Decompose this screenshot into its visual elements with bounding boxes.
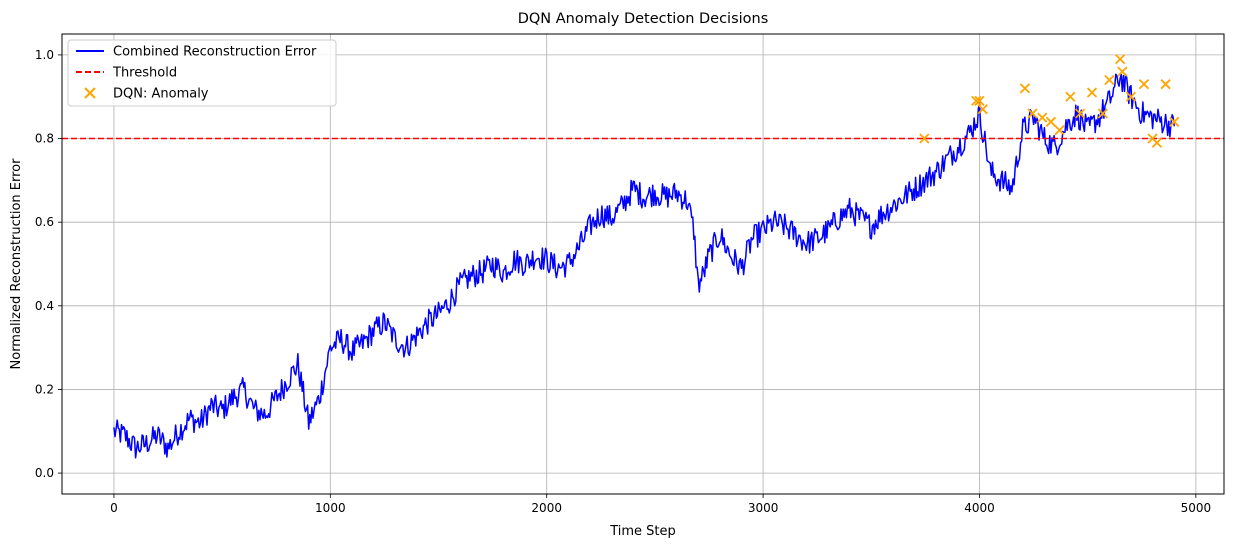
legend: Combined Reconstruction Error Threshold … <box>67 39 337 107</box>
legend-label-threshold: Threshold <box>112 66 177 81</box>
y-tick-label: 1.0 <box>35 48 54 62</box>
plot-frame <box>61 33 1225 495</box>
anomaly-marker-stroke <box>1160 79 1171 90</box>
anomaly-marker <box>1045 116 1057 127</box>
anomaly-marker-stroke <box>1104 74 1115 86</box>
x-tick-label: 5000 <box>1181 501 1212 515</box>
anomaly-marker <box>1151 137 1163 148</box>
y-tick-label: 0.6 <box>35 215 54 229</box>
anomaly-marker <box>919 133 930 144</box>
anomaly-marker <box>1054 125 1065 136</box>
legend-swatch-anomaly <box>84 87 96 99</box>
y-tick-label: 0.4 <box>35 299 54 313</box>
anomaly-marker-stroke <box>1114 53 1126 65</box>
legend-box <box>67 39 337 107</box>
anomaly-marker <box>1114 53 1126 65</box>
anomaly-marker-stroke <box>1045 116 1057 127</box>
anomaly-marker-stroke <box>1027 108 1038 119</box>
anomaly-marker-stroke <box>977 104 988 115</box>
anomaly-marker-stroke <box>919 133 930 144</box>
x-tick-label: 0 <box>110 501 118 515</box>
anomaly-marker-stroke <box>1037 112 1048 123</box>
plot-series <box>62 53 1224 459</box>
anomaly-marker <box>1104 74 1115 86</box>
anomaly-marker <box>1027 108 1038 119</box>
x-axis: 0 1000 2000 3000 4000 5000 <box>110 494 1211 515</box>
anomaly-marker-stroke <box>1065 91 1076 102</box>
anomaly-marker-stroke <box>1086 87 1098 98</box>
anomaly-marker <box>977 104 988 115</box>
anomaly-marker-stroke <box>1169 116 1180 127</box>
anomaly-marker <box>974 95 985 107</box>
series-line-combined-reconstruction-error <box>113 73 1175 459</box>
x-tick-label: 2000 <box>531 501 562 515</box>
anomaly-marker-stroke <box>1151 137 1163 148</box>
y-tick-label: 0.0 <box>35 466 54 480</box>
anomaly-marker <box>1074 108 1086 119</box>
anomaly-marker-stroke <box>1074 108 1086 119</box>
anomaly-marker-stroke <box>1019 83 1031 94</box>
legend-label-error: Combined Reconstruction Error <box>113 45 317 60</box>
anomaly-marker <box>1019 83 1031 94</box>
anomaly-marker <box>971 95 982 107</box>
anomaly-marker <box>1086 87 1098 98</box>
x-axis-label: Time Step <box>609 524 676 539</box>
anomaly-marker-stroke <box>1117 66 1128 77</box>
y-axis: 0.0 0.2 0.4 0.6 0.8 1.0 <box>35 48 62 480</box>
anomaly-marker-stroke <box>974 95 985 107</box>
x-tick-label: 3000 <box>748 501 779 515</box>
x-tick-label: 4000 <box>964 501 995 515</box>
y-tick-label: 0.8 <box>35 132 54 146</box>
legend-label-anomaly: DQN: Anomaly <box>113 87 209 102</box>
y-axis-label: Normalized Reconstruction Error <box>9 158 24 370</box>
anomaly-marker <box>1065 91 1076 102</box>
anomaly-marker-stroke <box>1054 125 1065 136</box>
anomaly-marker <box>1160 79 1171 90</box>
anomaly-marker <box>1037 112 1048 123</box>
anomaly-marker <box>1117 66 1128 77</box>
anomaly-marker-stroke <box>1097 108 1108 119</box>
anomaly-marker-stroke <box>1138 79 1150 90</box>
x-tick-label: 1000 <box>315 501 346 515</box>
anomaly-marker <box>1125 91 1137 102</box>
anomaly-marker-stroke <box>1125 91 1137 102</box>
anomaly-marker <box>1097 108 1108 119</box>
anomaly-marker-stroke <box>971 95 982 107</box>
anomaly-marker <box>1169 116 1180 127</box>
anomaly-marker <box>1138 79 1150 90</box>
chart-title: DQN Anomaly Detection Decisions <box>518 11 769 27</box>
y-tick-label: 0.2 <box>35 382 54 396</box>
